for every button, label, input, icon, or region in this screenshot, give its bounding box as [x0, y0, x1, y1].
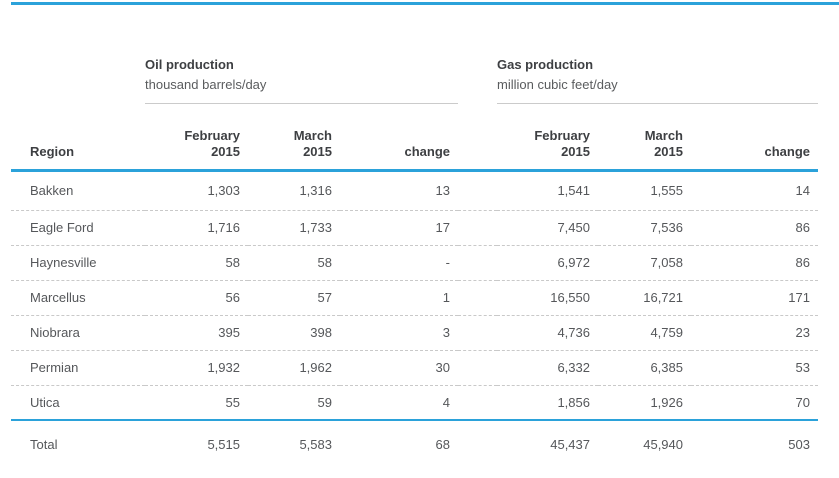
gas-march-column-header: March 2015 [598, 103, 691, 172]
region-cell: Permian [11, 350, 145, 386]
blank-corner-cell [11, 40, 145, 103]
oil-change-cell: 3 [340, 315, 458, 351]
oil-change-cell: 4 [340, 385, 458, 421]
gas-feb-cell: 1,856 [497, 385, 598, 421]
gas-feb-cell: 7,450 [497, 210, 598, 246]
oil-mar-cell: 57 [248, 280, 340, 316]
gas-change-cell: 53 [691, 350, 818, 386]
region-cell: Eagle Ford [11, 210, 145, 246]
oil-feb-cell: 1,716 [145, 210, 248, 246]
oil-change-column-header: change [340, 103, 458, 172]
gas-change-cell: 14 [691, 170, 818, 211]
header-spacer-cell [458, 103, 497, 172]
gas-feb-cell: 6,972 [497, 245, 598, 281]
group-header-row: Oil production thousand barrels/day Gas … [11, 40, 818, 104]
production-table: Oil production thousand barrels/day Gas … [11, 40, 818, 467]
gas-production-group-header: Gas production million cubic feet/day [497, 40, 818, 104]
total-oil-mar-cell: 5,583 [299, 436, 332, 452]
spacer-cell [458, 350, 497, 386]
oil-mar-cell: 398 [248, 315, 340, 351]
spacer-cell [458, 280, 497, 316]
oil-change-cell: 17 [340, 210, 458, 246]
table-row-utica: Utica 55 59 4 1,856 1,926 70 [11, 385, 818, 421]
spacer-cell [458, 420, 497, 467]
total-gas-feb-cell: 45,437 [550, 436, 590, 452]
region-cell: Bakken [11, 170, 145, 211]
table-row-marcellus: Marcellus 56 57 1 16,550 16,721 171 [11, 280, 818, 316]
spacer-cell [458, 245, 497, 281]
top-accent-bar [11, 2, 839, 5]
oil-change-cell: - [340, 245, 458, 281]
gas-change-column-header: change [691, 103, 818, 172]
gas-change-cell: 86 [691, 210, 818, 246]
table-row-haynesville: Haynesville 58 58 - 6,972 7,058 86 [11, 245, 818, 281]
total-gas-mar-cell: 45,940 [643, 436, 683, 452]
oil-mar-cell: 1,733 [248, 210, 340, 246]
oil-february-column-header: February 2015 [145, 103, 248, 172]
gas-change-cell: 86 [691, 245, 818, 281]
oil-feb-cell: 56 [145, 280, 248, 316]
oil-feb-cell: 1,303 [145, 170, 248, 211]
gas-change-cell: 70 [691, 385, 818, 421]
gas-feb-cell: 16,550 [497, 280, 598, 316]
gas-group-title: Gas production [497, 56, 594, 72]
oil-feb-cell: 58 [145, 245, 248, 281]
region-cell: Niobrara [11, 315, 145, 351]
oil-mar-cell: 1,316 [248, 170, 340, 211]
oil-change-cell: 1 [340, 280, 458, 316]
total-label-cell: Total [30, 436, 58, 452]
gas-feb-cell: 6,332 [497, 350, 598, 386]
gas-feb-cell: 1,541 [497, 170, 598, 211]
oil-feb-cell: 1,932 [145, 350, 248, 386]
gas-change-cell: 171 [691, 280, 818, 316]
oil-change-cell: 13 [340, 170, 458, 211]
region-column-header: Region [11, 103, 145, 172]
gas-mar-cell: 7,058 [598, 245, 691, 281]
gas-group-subtitle: million cubic feet/day [497, 76, 618, 92]
gas-mar-cell: 6,385 [598, 350, 691, 386]
total-oil-change-cell: 68 [435, 436, 450, 452]
total-oil-feb-cell: 5,515 [207, 436, 240, 452]
gas-mar-cell: 1,555 [598, 170, 691, 211]
table-row-eagle-ford: Eagle Ford 1,716 1,733 17 7,450 7,536 86 [11, 210, 818, 246]
oil-mar-cell: 58 [248, 245, 340, 281]
region-cell: Utica [11, 385, 145, 421]
gas-mar-cell: 16,721 [598, 280, 691, 316]
spacer-cell [458, 210, 497, 246]
table-row-niobrara: Niobrara 395 398 3 4,736 4,759 23 [11, 315, 818, 351]
oil-feb-cell: 55 [145, 385, 248, 421]
table-row-bakken: Bakken 1,303 1,316 13 1,541 1,555 14 [11, 170, 818, 211]
table-row-permian: Permian 1,932 1,962 30 6,332 6,385 53 [11, 350, 818, 386]
region-cell: Haynesville [11, 245, 145, 281]
gas-february-column-header: February 2015 [497, 103, 598, 172]
spacer-cell [458, 170, 497, 211]
gas-mar-cell: 4,759 [598, 315, 691, 351]
oil-group-subtitle: thousand barrels/day [145, 76, 267, 92]
gas-mar-cell: 1,926 [598, 385, 691, 421]
oil-mar-cell: 1,962 [248, 350, 340, 386]
total-row: Total 5,515 5,583 68 45,437 45,940 503 [11, 420, 818, 467]
oil-mar-cell: 59 [248, 385, 340, 421]
oil-group-title: Oil production [145, 56, 234, 72]
group-spacer-cell [458, 40, 497, 103]
oil-march-column-header: March 2015 [248, 103, 340, 172]
gas-feb-cell: 4,736 [497, 315, 598, 351]
column-header-row: Region February 2015 March 2015 change F… [11, 103, 818, 172]
oil-feb-cell: 395 [145, 315, 248, 351]
total-gas-change-cell: 503 [788, 436, 810, 452]
oil-production-group-header: Oil production thousand barrels/day [145, 40, 458, 104]
region-cell: Marcellus [11, 280, 145, 316]
gas-change-cell: 23 [691, 315, 818, 351]
oil-change-cell: 30 [340, 350, 458, 386]
gas-mar-cell: 7,536 [598, 210, 691, 246]
spacer-cell [458, 385, 497, 421]
spacer-cell [458, 315, 497, 351]
